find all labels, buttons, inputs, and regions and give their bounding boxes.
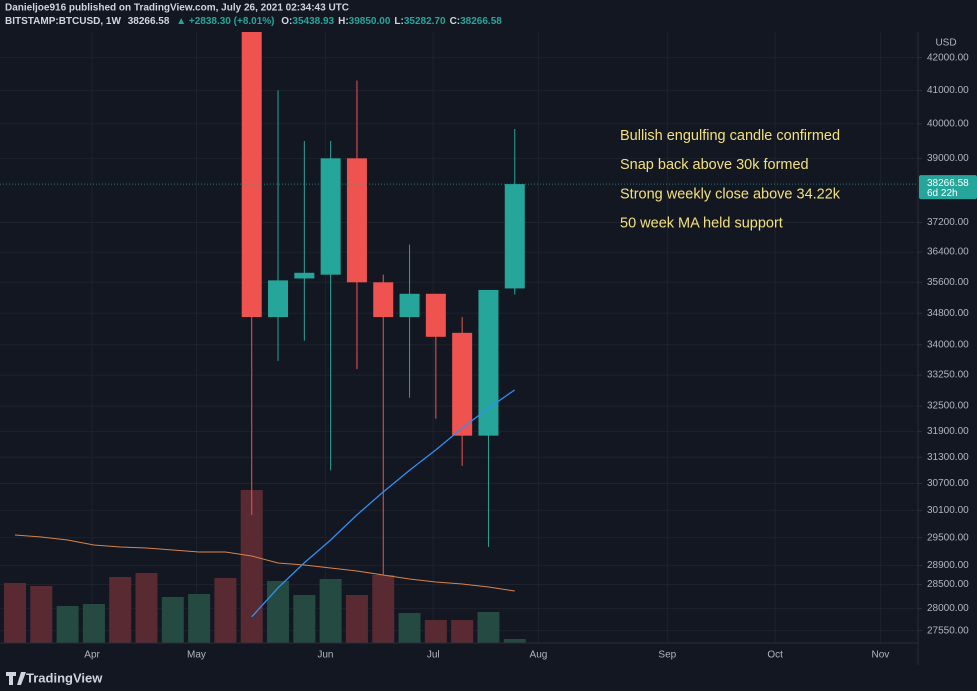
y-tick-label: 40000.00 [927, 119, 969, 130]
ohlc-value: 38266.58 [460, 16, 502, 27]
candle-body [399, 293, 420, 318]
volume-bar [372, 575, 395, 643]
x-tick-label: Apr [84, 650, 100, 661]
annotation: Strong weekly close above 34.22k [620, 186, 841, 202]
ohlc-label: O: [281, 16, 292, 27]
y-tick-label: 39000.00 [927, 153, 969, 164]
y-tick-label: 37200.00 [927, 217, 969, 228]
volume-bar [293, 595, 316, 643]
last-price-box [919, 175, 977, 200]
volume-bar [82, 604, 105, 643]
volume-bar [214, 578, 237, 643]
logo-icon [6, 672, 26, 685]
volume-bar [319, 579, 342, 643]
annotation: 50 week MA held support [620, 216, 783, 232]
volume-bar [30, 586, 53, 643]
volume-bar [424, 620, 447, 643]
volume-ma-line [14, 534, 515, 592]
candle-body [241, 32, 262, 318]
volume-bar [161, 597, 184, 643]
candle-body [268, 280, 289, 318]
x-tick-label: Jul [427, 650, 440, 661]
candle-body [425, 293, 446, 337]
y-tick-label: 29500.00 [927, 532, 969, 543]
volume-bar [135, 573, 158, 643]
logo: TradingView [6, 670, 103, 685]
symbol: BITSTAMP:BTCUSD, 1W [5, 16, 121, 27]
currency: USD [935, 38, 956, 49]
volume-bar [188, 594, 211, 643]
y-tick-label: 31300.00 [927, 452, 969, 463]
y-tick-label: 30700.00 [927, 478, 969, 489]
volume-bar [503, 639, 526, 643]
y-tick-label: 42000.00 [927, 52, 969, 63]
y-tick-label: 34800.00 [927, 308, 969, 319]
volume-pane [3, 490, 526, 643]
y-tick-label: 31900.00 [927, 426, 969, 437]
countdown-label: 6d 22h [927, 188, 958, 199]
x-tick-label: Nov [871, 650, 889, 661]
candle-body [504, 184, 525, 289]
y-tick-label: 34000.00 [927, 339, 969, 350]
volume-bar [477, 612, 500, 643]
x-tick-label: Jun [317, 650, 333, 661]
symbol-line: BITSTAMP:BTCUSD, 1W 38266.58 ▲ +2838.30 … [5, 16, 502, 27]
logo-text: TradingView [26, 670, 103, 685]
annotation: Snap back above 30k formed [620, 157, 809, 173]
y-tick-label: 28500.00 [927, 579, 969, 590]
candle-body [320, 158, 341, 275]
candle-body [373, 282, 394, 318]
x-tick-label: Oct [767, 650, 783, 661]
x-tick-label: Sep [658, 650, 676, 661]
volume-bar [3, 583, 26, 643]
volume-bar [240, 490, 263, 643]
volume-bar [56, 606, 79, 643]
y-tick-label: 27550.00 [927, 625, 969, 636]
ohlc-label: H: [338, 16, 349, 27]
y-tick-label: 33250.00 [927, 370, 969, 381]
candle-body [294, 272, 315, 279]
y-tick-label: 28900.00 [927, 560, 969, 571]
y-tick-label: 36400.00 [927, 247, 969, 258]
candle-body [452, 332, 473, 436]
volume-bar [451, 620, 474, 643]
ohlc: O:35438.93 H:39850.00 L:35282.70 C:38266.58 [281, 16, 502, 27]
volume-bar [398, 613, 421, 643]
author-line: Danieljoe916 published on TradingView.co… [5, 3, 349, 14]
ohlc-value: 39850.00 [349, 16, 391, 27]
volume-bar [109, 577, 132, 643]
y-tick-label: 35600.00 [927, 277, 969, 288]
y-tick-label: 32500.00 [927, 401, 969, 412]
y-tick-label: 41000.00 [927, 85, 969, 96]
ohlc-value: 35438.93 [292, 16, 334, 27]
y-tick-label: 28000.00 [927, 603, 969, 614]
volume-bar [345, 595, 368, 643]
axes: 42000.00 41000.00 40000.00 39000.00 37200.00… [84, 52, 977, 661]
price-pane [0, 32, 918, 618]
ohlc-label: L: [394, 16, 403, 27]
annotation: Bullish engulfing candle confirmed [620, 128, 840, 144]
change: ▲ +2838.30 (+8.01%) [176, 16, 274, 27]
x-tick-label: May [187, 650, 206, 661]
last-price-label: 38266.58 [927, 178, 969, 189]
annotations: Bullish engulfing candle confirmed Snap b… [620, 128, 841, 232]
candle-body [346, 158, 367, 283]
ohlc-label: C: [450, 16, 461, 27]
candle-body [478, 289, 499, 436]
x-tick-label: Aug [530, 650, 548, 661]
moving-average-line [251, 389, 516, 618]
volume-bar [267, 581, 290, 643]
ohlc-value: 35282.70 [404, 16, 446, 27]
y-tick-label: 30100.00 [927, 505, 969, 516]
price: 38266.58 [128, 16, 170, 27]
